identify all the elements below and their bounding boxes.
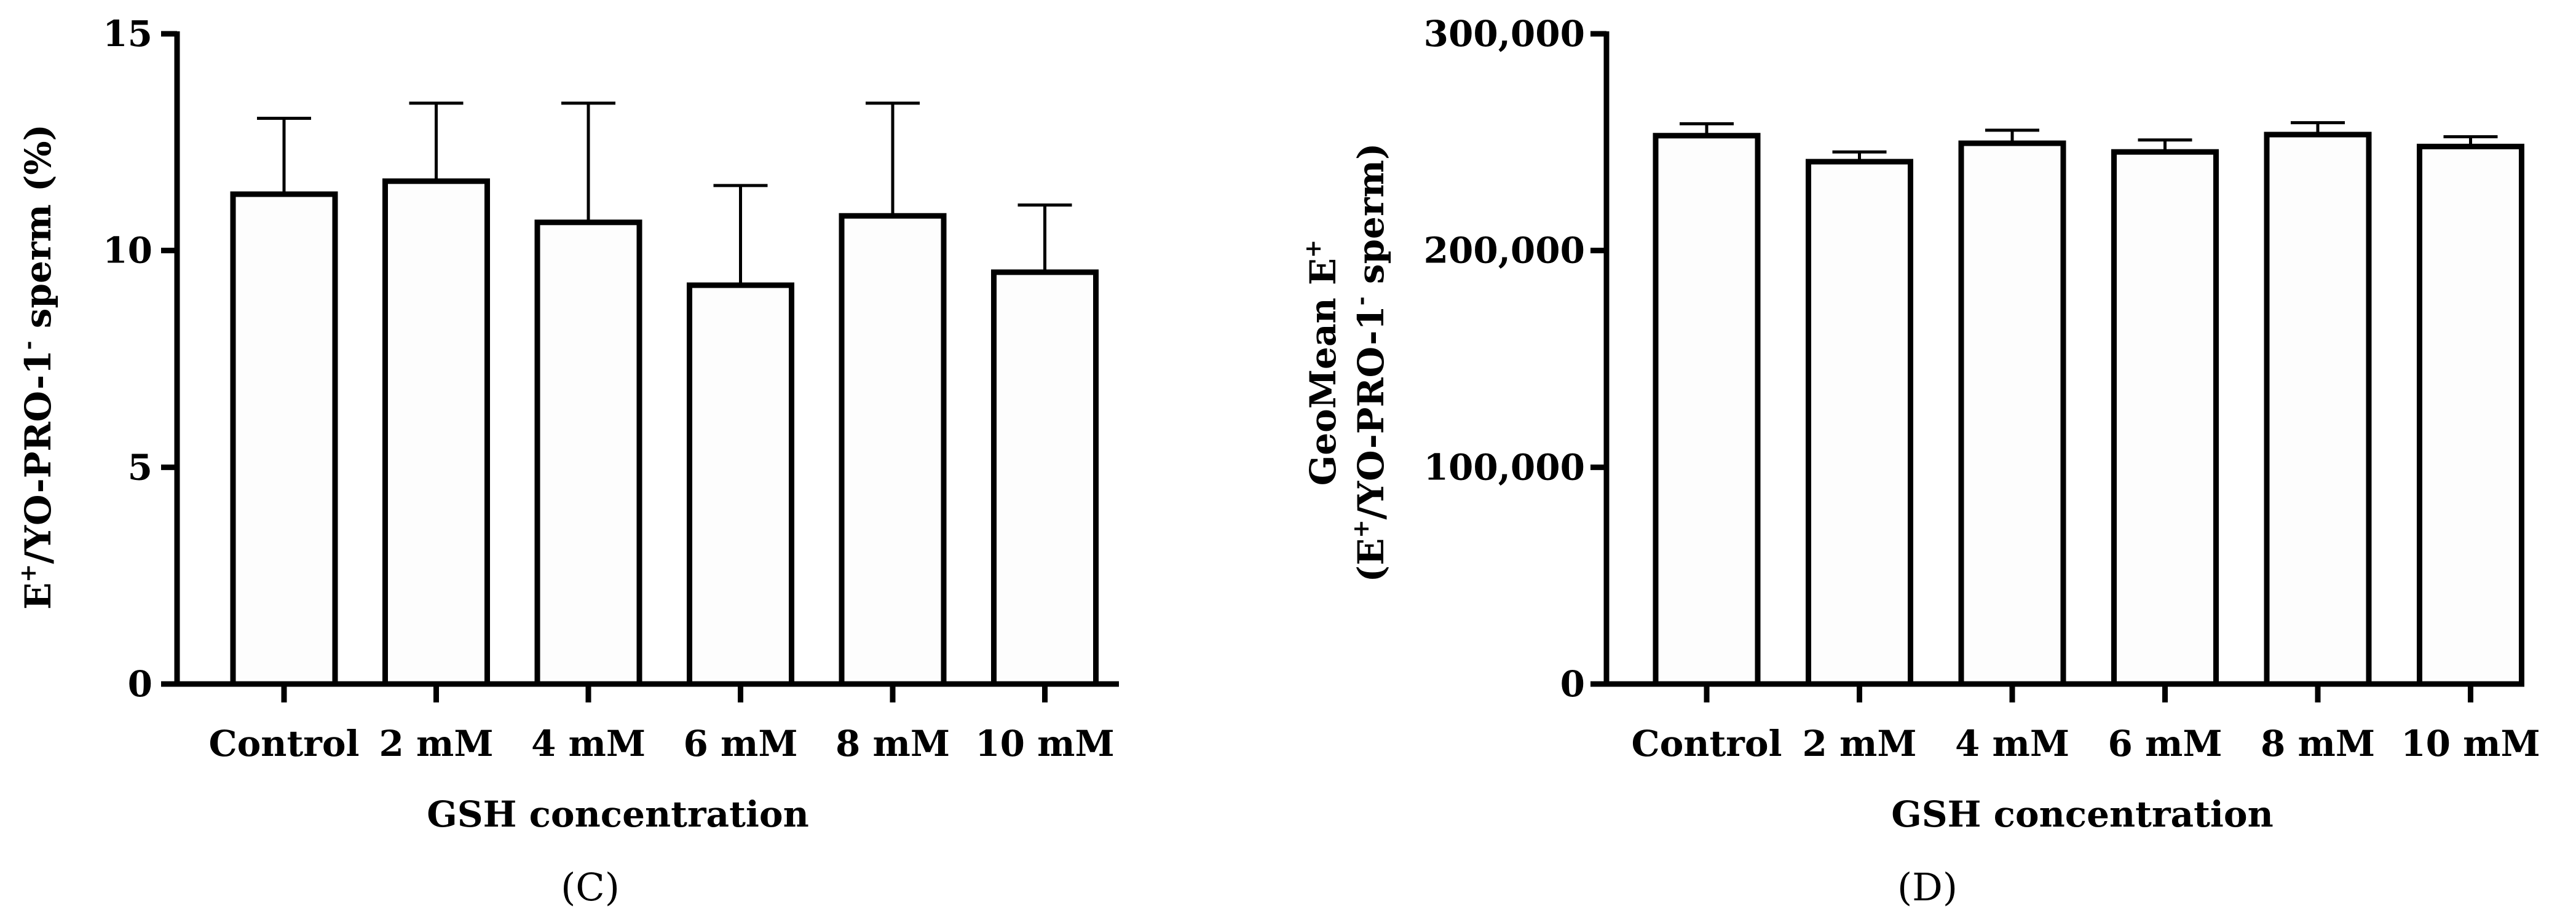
panel-d-bar-4 [2111, 149, 2219, 687]
panel-d-ylabel-line2-sup2: - [1348, 296, 1374, 305]
panel-c-x-tick-label: 6 mM [683, 723, 797, 765]
panel-c-y-tick-label: 15 [103, 13, 152, 55]
panel-c-ylabel-part2: /YO-PRO-1 [17, 350, 59, 564]
panel-c-y-tick-label: 10 [103, 230, 152, 272]
panel-c-x-tick-label: 2 mM [379, 723, 493, 765]
panel-c-x-tick-label: 8 mM [836, 723, 950, 765]
panel-d-bar-3 [1958, 140, 2066, 687]
panel-c-label: (C) [561, 865, 620, 910]
panel-d-x-tick-label: 10 mM [2401, 723, 2540, 765]
panel-d-x-ticks: Control 2 mM 4 mM 6 mM 8 mM 10 mM [1631, 684, 2540, 765]
chart-panel-d: GeoMean E+ (E+/YO-PRO-1- sperm) 0100,000… [1300, 13, 2540, 910]
panel-d-bar-5 [2264, 132, 2372, 687]
svg-text:GeoMean E+: GeoMean E+ [1300, 240, 1344, 486]
panel-c-y-axis-title: E+/YO-PRO-1- sperm (%) [15, 124, 59, 610]
panel-c-x-ticks: Control 2 mM 4 mM 6 mM 8 mM 10 mM [208, 684, 1115, 765]
panel-d-y-tick-label: 0 [1560, 663, 1585, 705]
panel-d-bars [1653, 121, 2524, 687]
panel-d-x-axis-title: GSH concentration [1891, 793, 2274, 835]
panel-c-bars [230, 101, 1099, 687]
panel-d-x-tick-label: 4 mM [1955, 723, 2069, 765]
panel-c-y-tick-label: 0 [128, 663, 152, 705]
panel-d-ylabel-line2-part2: /YO-PRO-1 [1350, 305, 1392, 519]
panel-d-y-tick-label: 300,000 [1424, 13, 1585, 55]
panel-c-bar-4 [687, 282, 794, 687]
panel-d-ylabel-line2-sup1: + [1348, 520, 1374, 538]
panel-d-y-tick-label: 100,000 [1424, 446, 1585, 488]
panel-d-bar-2 [1806, 159, 1913, 687]
panel-c-bar-3 [534, 219, 642, 687]
panel-d-y-axis-title: GeoMean E+ (E+/YO-PRO-1- sperm) [1300, 143, 1392, 583]
panel-c-bar-6 [991, 269, 1099, 687]
panel-d-y-ticks: 0 100,000 200,000 300,000 [1424, 13, 1606, 705]
panel-d-ylabel-line2-part1: (E [1350, 538, 1392, 583]
panel-d-label: (D) [1897, 865, 1958, 910]
panel-c-x-tick-label: Control [208, 723, 359, 765]
panel-c-x-tick-label: 10 mM [975, 723, 1114, 765]
panel-d-ylabel-line1-sup1: + [1300, 240, 1326, 258]
panel-c-bar-1 [230, 191, 338, 687]
panel-d-y-tick-label: 200,000 [1424, 230, 1585, 272]
panel-c-bar-2 [382, 178, 490, 687]
panel-c-ylabel-sup2: - [15, 340, 41, 350]
panel-c-bar-5 [839, 213, 947, 687]
panel-d-ylabel-line2-part3: sperm) [1350, 143, 1392, 297]
panel-d-bar-6 [2417, 143, 2524, 687]
svg-text:(E+/YO-PRO-1- sperm): (E+/YO-PRO-1- sperm) [1348, 143, 1392, 583]
panel-c-x-axis-title: GSH concentration [427, 793, 809, 835]
panel-d-x-tick-label: 8 mM [2261, 723, 2375, 765]
svg-text:E+/YO-PRO-1- sperm (%): E+/YO-PRO-1- sperm (%) [15, 124, 59, 610]
panel-c-ylabel-part3: sperm (%) [17, 124, 59, 340]
panel-d-x-tick-label: 6 mM [2108, 723, 2222, 765]
panel-d-ylabel-line1-part1: GeoMean E [1302, 258, 1344, 486]
panel-c-ylabel-part1: E [17, 583, 59, 610]
panel-d-bar-1 [1653, 133, 1761, 687]
chart-panel-c: E+/YO-PRO-1- sperm (%) 0 5 10 15 Control 2 m… [15, 13, 1119, 910]
panel-c-x-tick-label: 4 mM [531, 723, 646, 765]
panel-c-y-ticks: 0 5 10 15 [103, 13, 177, 705]
panel-d-x-tick-label: Control [1631, 723, 1782, 765]
panel-d-x-tick-label: 2 mM [1802, 723, 1916, 765]
panel-c-ylabel-sup1: + [15, 564, 41, 583]
panel-c-y-tick-label: 5 [128, 446, 152, 488]
